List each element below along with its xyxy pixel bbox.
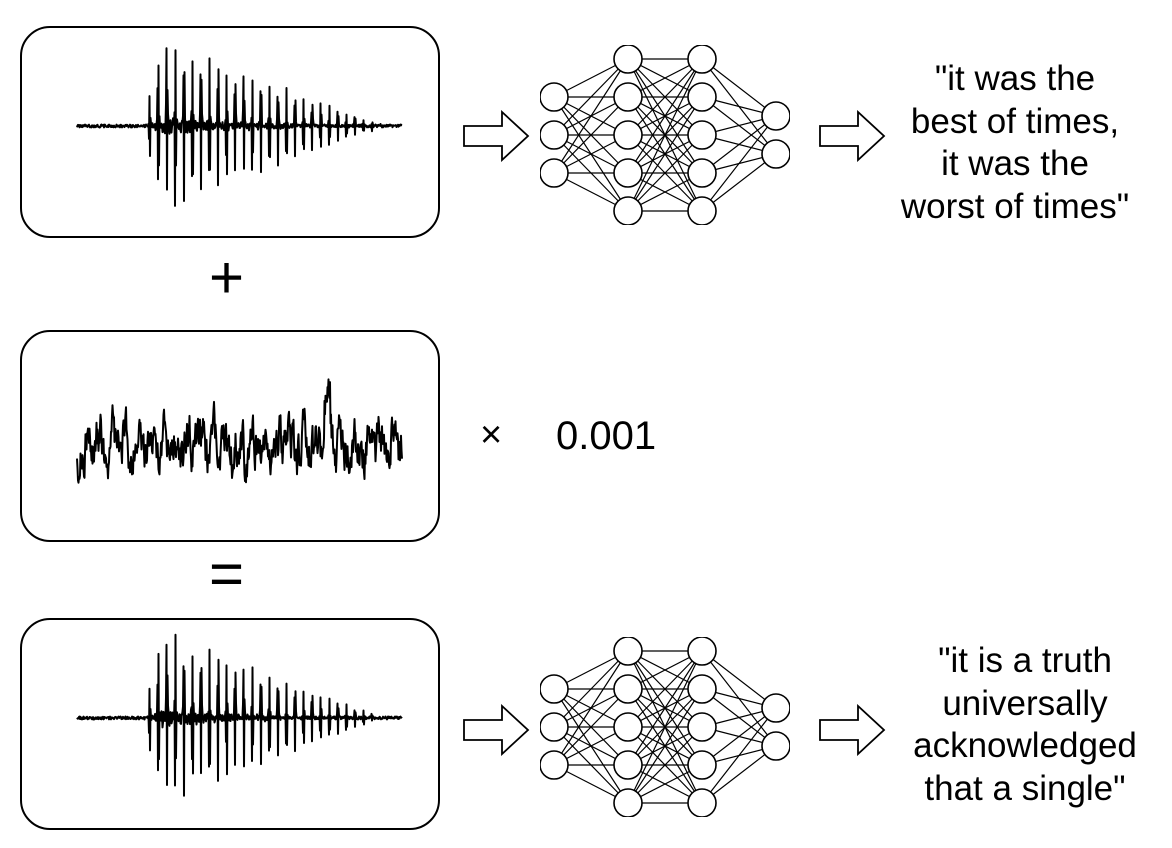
transcription-caption-adversarial: "it is a truth universally acknowledged … <box>913 641 1137 809</box>
clean-waveform-panel <box>20 26 440 238</box>
neuron-node <box>761 101 790 131</box>
clean-waveform <box>76 47 403 207</box>
neuron-node <box>613 788 643 817</box>
adversarial-waveform <box>76 633 403 797</box>
equals-operator: = <box>209 540 245 607</box>
noise-waveform <box>76 378 403 484</box>
arrow-icon <box>463 110 530 162</box>
adversarial-waveform-panel <box>20 618 440 830</box>
waveform-trace <box>76 47 403 207</box>
arrow-icon <box>819 704 886 756</box>
neuron-node <box>613 637 643 666</box>
neuron-node <box>687 196 717 225</box>
neuron-node <box>613 750 643 780</box>
neuron-node <box>613 120 643 150</box>
neuron-node <box>540 674 569 704</box>
neuron-node <box>540 750 569 780</box>
neuron-node <box>613 712 643 742</box>
arrow-icon <box>819 110 886 162</box>
neuron-node <box>613 196 643 225</box>
neuron-node <box>687 158 717 188</box>
neuron-node <box>687 82 717 112</box>
transcription-caption-original: "it was the best of times, it was the wo… <box>900 59 1130 227</box>
neuron-node <box>613 45 643 74</box>
scale-factor: 0.001 <box>556 414 657 458</box>
neuron-node <box>540 120 569 150</box>
neuron-node <box>540 158 569 188</box>
waveform-trace <box>76 378 403 484</box>
noise-waveform-panel <box>20 330 440 542</box>
neuron-node <box>613 158 643 188</box>
neuron-node <box>540 82 569 112</box>
neuron-node <box>687 674 717 704</box>
arrow-icon <box>463 704 530 756</box>
neuron-node <box>613 674 643 704</box>
waveform-trace <box>76 633 403 797</box>
neuron-node <box>761 693 790 723</box>
neuron-node <box>540 712 569 742</box>
neural-network-diagram <box>540 637 790 817</box>
multiply-operator: × <box>480 414 503 456</box>
neural-network-diagram <box>540 45 790 225</box>
neuron-node <box>687 45 717 74</box>
plus-operator: + <box>209 244 245 311</box>
neuron-node <box>687 788 717 817</box>
neuron-node <box>687 120 717 150</box>
neuron-node <box>687 712 717 742</box>
neuron-node <box>761 139 790 169</box>
neuron-node <box>761 731 790 761</box>
neuron-node <box>687 637 717 666</box>
neuron-node <box>613 82 643 112</box>
neuron-node <box>687 750 717 780</box>
